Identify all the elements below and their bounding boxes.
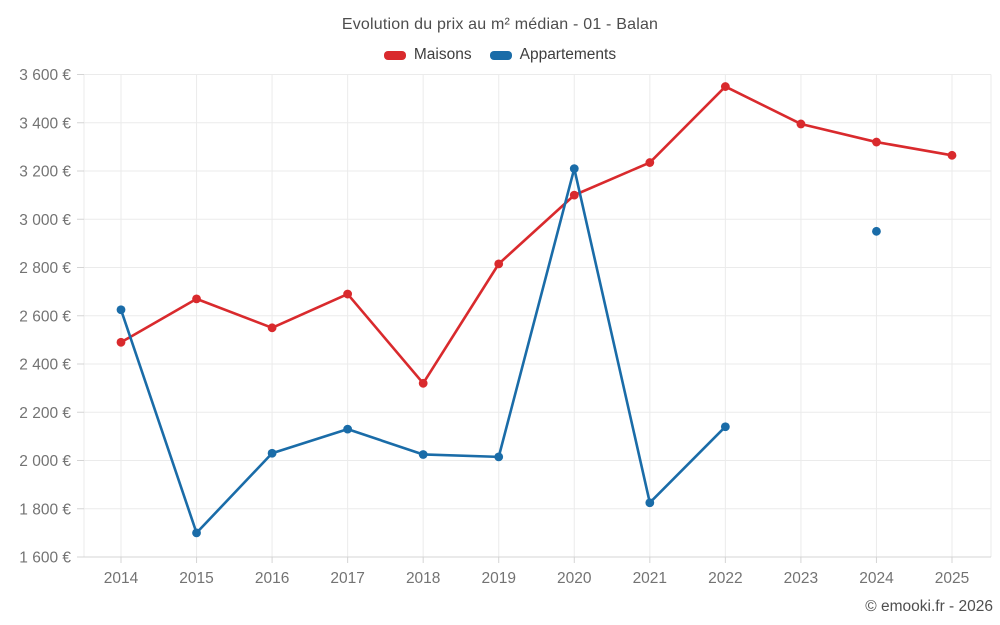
y-tick-label: 2 200 € [19,405,71,422]
appartements-point [569,164,579,173]
y-tick-label: 2 000 € [19,453,71,470]
y-tick-label: 1 600 € [19,550,71,567]
x-tick-label: 2019 [481,570,515,587]
y-tick-label: 3 200 € [19,164,71,181]
y-tick-label: 3 400 € [19,115,71,132]
maisons-point [569,190,579,200]
footer-credit: © emooki.fr - 2026 [865,598,993,615]
appartements-point [645,498,655,508]
x-tick-label: 2022 [708,570,742,587]
appartements-point [494,452,504,462]
chart-title: Evolution du prix au m² médian - 01 - Ba… [341,16,659,33]
maisons-point [947,150,957,160]
maisons-point [267,323,277,333]
x-tick-label: 2017 [330,570,364,587]
maisons-point [116,337,126,347]
maisons-point [192,294,201,304]
maisons-point [494,259,504,269]
maisons-swatch-icon [383,50,406,60]
y-tick-label: 3 000 € [19,212,71,229]
maisons-line [119,85,954,385]
x-tick-label: 2020 [557,570,592,587]
x-tick-label: 2018 [406,570,440,587]
y-tick-label: 2 600 € [19,308,71,325]
y-tick-label: 2 400 € [19,357,71,374]
legend-item-maisons[interactable]: Maisons [383,46,472,64]
x-tick-label: 2015 [179,570,213,587]
maisons-point [343,289,353,299]
appartements-point [267,448,277,458]
legend-item-appartements[interactable]: Appartements [489,46,617,64]
y-tick-label: 2 800 € [19,260,71,277]
appartements-point [343,424,353,434]
appartements-point [192,528,201,538]
appartements-point [872,226,881,236]
y-tick-label: 1 800 € [19,501,71,518]
maisons-point [720,82,730,91]
x-tick-label: 2023 [784,570,818,587]
maisons-point [418,378,428,388]
legend-label-maisons: Maisons [413,46,472,63]
x-tick-label: 2014 [104,570,139,587]
maisons-point [796,119,806,129]
appartements-point [418,450,428,459]
appartements-point [116,305,126,315]
x-tick-label: 2025 [935,570,969,587]
chart-legend: Maisons Appartements [0,45,1000,65]
maisons-point [645,158,655,167]
appartements-swatch-icon [489,50,512,60]
x-tick-label: 2024 [859,570,894,587]
x-tick-label: 2016 [255,570,289,587]
x-tick-label: 2021 [633,570,667,587]
maisons-point [872,137,881,147]
y-tick-label: 3 600 € [19,67,71,84]
appartements-point [720,422,730,432]
legend-label-appartements: Appartements [519,46,617,63]
